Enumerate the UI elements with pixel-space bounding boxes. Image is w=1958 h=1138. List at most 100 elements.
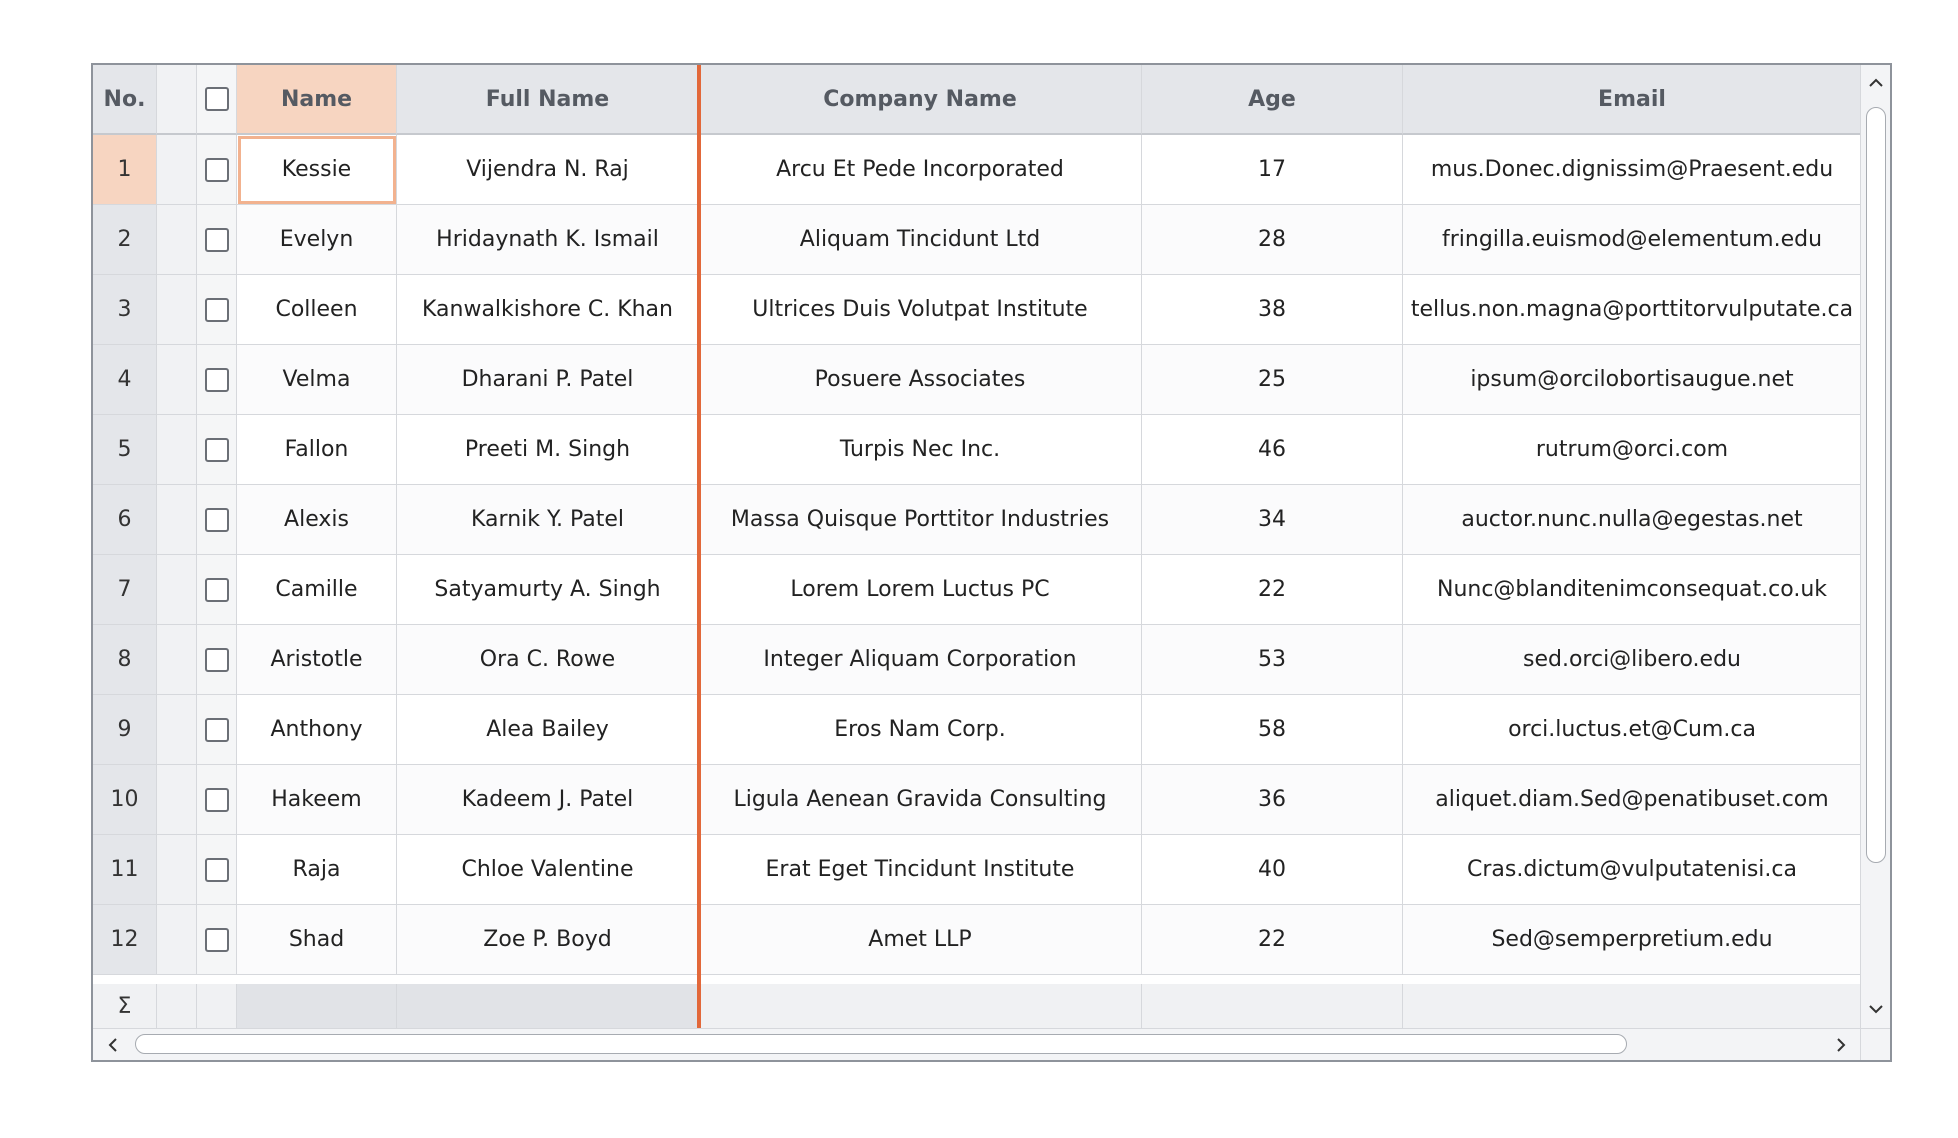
row-number[interactable]: 12 — [93, 905, 157, 975]
cell-email[interactable]: fringilla.euismod@elementum.edu — [1403, 205, 1862, 275]
chevron-right-icon[interactable] — [1827, 1031, 1855, 1059]
cell-email[interactable]: Cras.dictum@vulputatenisi.ca — [1403, 835, 1862, 905]
row-select[interactable] — [197, 765, 237, 835]
table-row[interactable]: 8 Aristotle Ora C. Rowe Integer Aliquam Cor… — [93, 625, 1862, 695]
cell-full-name[interactable]: Satyamurty A. Singh — [397, 555, 699, 625]
row-number[interactable]: 9 — [93, 695, 157, 765]
cell-company[interactable]: Amet LLP — [699, 905, 1142, 975]
header-no[interactable]: No. — [93, 65, 157, 135]
header-name[interactable]: Name — [237, 65, 397, 135]
cell-age[interactable]: 40 — [1142, 835, 1403, 905]
cell-full-name[interactable]: Karnik Y. Patel — [397, 485, 699, 555]
row-number[interactable]: 5 — [93, 415, 157, 485]
table-row[interactable]: 2 Evelyn Hridaynath K. Ismail Aliquam Tinci… — [93, 205, 1862, 275]
cell-age[interactable]: 36 — [1142, 765, 1403, 835]
row-select[interactable] — [197, 835, 237, 905]
cell-age[interactable]: 58 — [1142, 695, 1403, 765]
checkbox-icon[interactable] — [204, 577, 229, 602]
row-number[interactable]: 6 — [93, 485, 157, 555]
checkbox-icon[interactable] — [204, 437, 229, 462]
cell-age[interactable]: 17 — [1142, 135, 1403, 205]
cell-email[interactable]: rutrum@orci.com — [1403, 415, 1862, 485]
cell-age[interactable]: 28 — [1142, 205, 1403, 275]
table-row[interactable]: 10 Hakeem Kadeem J. Patel Ligula Aenean Gra… — [93, 765, 1862, 835]
header-full-name[interactable]: Full Name — [397, 65, 699, 135]
cell-company[interactable]: Integer Aliquam Corporation — [699, 625, 1142, 695]
cell-name[interactable]: Velma — [237, 345, 397, 415]
cell-email[interactable]: sed.orci@libero.edu — [1403, 625, 1862, 695]
cell-name[interactable]: Kessie — [237, 135, 397, 205]
horizontal-scroll-thumb[interactable] — [135, 1034, 1627, 1054]
row-number[interactable]: 4 — [93, 345, 157, 415]
cell-full-name[interactable]: Dharani P. Patel — [397, 345, 699, 415]
row-select[interactable] — [197, 485, 237, 555]
cell-full-name[interactable]: Vijendra N. Raj — [397, 135, 699, 205]
row-select[interactable] — [197, 205, 237, 275]
row-number[interactable]: 1 — [93, 135, 157, 205]
cell-full-name[interactable]: Zoe P. Boyd — [397, 905, 699, 975]
row-number[interactable]: 8 — [93, 625, 157, 695]
checkbox-icon[interactable] — [204, 227, 229, 252]
cell-name[interactable]: Fallon — [237, 415, 397, 485]
cell-name[interactable]: Shad — [237, 905, 397, 975]
table-row[interactable]: 6 Alexis Karnik Y. Patel Massa Quisque Port… — [93, 485, 1862, 555]
row-select[interactable] — [197, 555, 237, 625]
cell-name[interactable]: Evelyn — [237, 205, 397, 275]
cell-company[interactable]: Massa Quisque Porttitor Industries — [699, 485, 1142, 555]
cell-age[interactable]: 46 — [1142, 415, 1403, 485]
checkbox-icon[interactable] — [204, 87, 229, 111]
header-company[interactable]: Company Name — [699, 65, 1142, 135]
cell-name[interactable]: Hakeem — [237, 765, 397, 835]
row-number[interactable]: 3 — [93, 275, 157, 345]
row-select[interactable] — [197, 905, 237, 975]
checkbox-icon[interactable] — [204, 857, 229, 882]
cell-full-name[interactable]: Kadeem J. Patel — [397, 765, 699, 835]
row-number[interactable]: 7 — [93, 555, 157, 625]
cell-full-name[interactable]: Kanwalkishore C. Khan — [397, 275, 699, 345]
cell-company[interactable]: Arcu Et Pede Incorporated — [699, 135, 1142, 205]
checkbox-icon[interactable] — [204, 507, 229, 532]
cell-age[interactable]: 38 — [1142, 275, 1403, 345]
cell-email[interactable]: ipsum@orcilobortisaugue.net — [1403, 345, 1862, 415]
table-row[interactable]: 4 Velma Dharani P. Patel Posuere Associates… — [93, 345, 1862, 415]
cell-company[interactable]: Ultrices Duis Volutpat Institute — [699, 275, 1142, 345]
row-select[interactable] — [197, 135, 237, 205]
row-number[interactable]: 10 — [93, 765, 157, 835]
cell-email[interactable]: aliquet.diam.Sed@penatibuset.com — [1403, 765, 1862, 835]
frozen-column-divider[interactable] — [697, 65, 701, 1030]
checkbox-icon[interactable] — [204, 157, 229, 182]
cell-company[interactable]: Turpis Nec Inc. — [699, 415, 1142, 485]
table-row[interactable]: 12 Shad Zoe P. Boyd Amet LLP 22 Sed@semperpre… — [93, 905, 1862, 975]
cell-email[interactable]: auctor.nunc.nulla@egestas.net — [1403, 485, 1862, 555]
cell-company[interactable]: Lorem Lorem Luctus PC — [699, 555, 1142, 625]
checkbox-icon[interactable] — [204, 647, 229, 672]
chevron-down-icon[interactable] — [1862, 995, 1890, 1023]
row-select[interactable] — [197, 345, 237, 415]
cell-name[interactable]: Anthony — [237, 695, 397, 765]
cell-email[interactable]: Sed@semperpretium.edu — [1403, 905, 1862, 975]
cell-age[interactable]: 53 — [1142, 625, 1403, 695]
cell-name[interactable]: Raja — [237, 835, 397, 905]
cell-full-name[interactable]: Hridaynath K. Ismail — [397, 205, 699, 275]
cell-name[interactable]: Camille — [237, 555, 397, 625]
cell-full-name[interactable]: Preeti M. Singh — [397, 415, 699, 485]
cell-email[interactable]: Nunc@blanditenimconsequat.co.uk — [1403, 555, 1862, 625]
cell-name[interactable]: Aristotle — [237, 625, 397, 695]
cell-name[interactable]: Alexis — [237, 485, 397, 555]
row-select[interactable] — [197, 695, 237, 765]
cell-company[interactable]: Ligula Aenean Gravida Consulting — [699, 765, 1142, 835]
checkbox-icon[interactable] — [204, 717, 229, 742]
cell-age[interactable]: 22 — [1142, 555, 1403, 625]
row-select[interactable] — [197, 625, 237, 695]
cell-company[interactable]: Aliquam Tincidunt Ltd — [699, 205, 1142, 275]
cell-full-name[interactable]: Ora C. Rowe — [397, 625, 699, 695]
row-select[interactable] — [197, 275, 237, 345]
header-email[interactable]: Email — [1403, 65, 1862, 135]
cell-company[interactable]: Posuere Associates — [699, 345, 1142, 415]
cell-name[interactable]: Colleen — [237, 275, 397, 345]
cell-age[interactable]: 22 — [1142, 905, 1403, 975]
checkbox-icon[interactable] — [204, 927, 229, 952]
vertical-scrollbar[interactable] — [1860, 65, 1890, 1030]
row-number[interactable]: 11 — [93, 835, 157, 905]
row-number[interactable]: 2 — [93, 205, 157, 275]
